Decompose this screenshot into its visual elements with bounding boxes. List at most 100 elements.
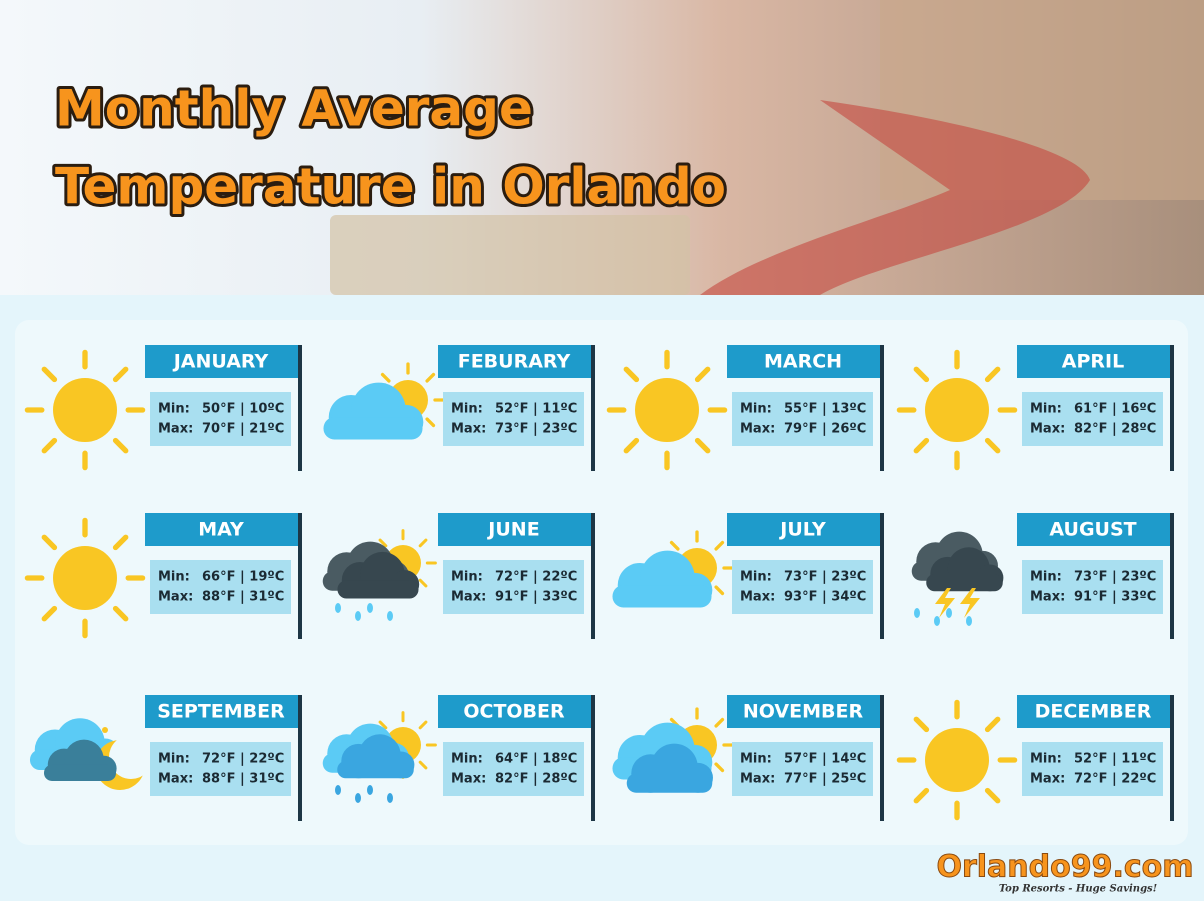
sun-ray	[984, 716, 1001, 733]
min-label: Min:	[1030, 402, 1062, 417]
min-label: Min:	[451, 402, 483, 417]
min-label: Min:	[1030, 752, 1062, 767]
max-value: 93°F | 34ºC	[784, 590, 866, 605]
info-box	[1022, 742, 1163, 796]
sun-ray	[418, 720, 428, 730]
sun-ray	[714, 540, 725, 551]
sun-ray	[41, 437, 58, 454]
month-header	[145, 695, 298, 728]
sun-ray	[41, 605, 58, 622]
sun-ray	[380, 372, 391, 383]
max-label: Max:	[740, 422, 775, 437]
info-box	[443, 392, 584, 446]
month-card: DECEMBER Min: 52°F | 11ºC Max: 72°F | 22ºC	[896, 695, 1174, 821]
month-card: JUNE Min: 72°F | 22ºC Max: 91°F | 33ºC	[322, 513, 595, 639]
rain-drop	[914, 608, 920, 618]
min-label: Min:	[740, 402, 772, 417]
title-line: Monthly Average	[55, 80, 533, 138]
sun-ray	[984, 437, 1001, 454]
min-value: 73°F | 23ºC	[784, 570, 866, 585]
panel	[15, 320, 1188, 845]
month-name: APRIL	[1062, 351, 1124, 373]
card-pole	[591, 345, 595, 471]
min-label: Min:	[740, 570, 772, 585]
sun-ray	[623, 437, 640, 454]
max-value: 88°F | 31ºC	[202, 772, 284, 787]
cloud	[337, 761, 414, 779]
cloud	[612, 585, 712, 608]
max-label: Max:	[451, 590, 486, 605]
month-card: NOVEMBER Min: 57°F | 14ºC Max: 77°F | 25ºC	[612, 695, 884, 821]
max-value: 79°F | 26ºC	[784, 422, 866, 437]
sun-ray	[913, 437, 930, 454]
cloud	[44, 764, 116, 781]
rain-drop	[387, 793, 393, 803]
rain-drop	[387, 611, 393, 621]
info-box	[732, 742, 873, 796]
max-value: 73°F | 23ºC	[495, 422, 577, 437]
month-card: MAY Min: 66°F | 19ºC Max: 88°F | 31ºC	[24, 513, 302, 639]
min-value: 64°F | 18ºC	[495, 752, 577, 767]
card-pole	[880, 345, 884, 471]
info-box	[1022, 560, 1163, 614]
star	[102, 727, 108, 733]
card-pole	[298, 695, 302, 821]
min-value: 73°F | 23ºC	[1074, 570, 1156, 585]
sun-ray	[378, 720, 388, 730]
month-name: NOVEMBER	[743, 701, 864, 723]
month-card: MARCH Min: 55°F | 13ºC Max: 79°F | 26ºC	[606, 345, 884, 471]
month-card: JANUARY Min: 50°F | 10ºC Max: 70°F | 21ºC	[24, 345, 302, 471]
month-card: OCTOBER Min: 64°F | 18ºC Max: 82°F | 28ºC	[322, 695, 595, 821]
card-pole	[1170, 345, 1174, 471]
rain-drop	[934, 616, 940, 626]
rain-drop	[335, 785, 341, 795]
sun-ray	[425, 372, 436, 383]
max-value: 88°F | 31ºC	[202, 590, 284, 605]
card-pole	[298, 513, 302, 639]
info-box	[732, 560, 873, 614]
month-header	[145, 345, 298, 378]
month-header	[438, 513, 591, 546]
cloud	[337, 580, 419, 599]
logo-tagline: Top Resorts - Huge Savings!	[999, 884, 1157, 895]
month-name: JULY	[778, 519, 826, 541]
min-value: 72°F | 22ºC	[202, 752, 284, 767]
sun	[53, 546, 117, 610]
info-box	[732, 392, 873, 446]
min-label: Min:	[1030, 570, 1062, 585]
month-card: JULY Min: 73°F | 23ºC Max: 93°F | 34ºC	[612, 513, 884, 639]
info-box	[443, 742, 584, 796]
rain-drop	[966, 616, 972, 626]
month-header	[438, 345, 591, 378]
sun-ray	[913, 366, 930, 383]
sun-ray	[694, 437, 711, 454]
info-box	[150, 742, 291, 796]
sun	[925, 378, 989, 442]
cloud	[323, 417, 423, 440]
month-header	[1017, 513, 1170, 546]
sun-ray	[112, 534, 129, 551]
logo: Orlando99.com	[936, 850, 1193, 885]
sun-ray	[714, 585, 725, 596]
max-value: 82°F | 28ºC	[495, 772, 577, 787]
month-card: FEBURARY Min: 52°F | 11ºC Max: 73°F | 23ºC	[323, 345, 595, 471]
min-value: 57°F | 14ºC	[784, 752, 866, 767]
moon-shade	[109, 735, 153, 779]
sun-ray	[913, 716, 930, 733]
sun	[53, 378, 117, 442]
sun-ray	[913, 787, 930, 804]
min-label: Min:	[158, 752, 190, 767]
max-label: Max:	[158, 422, 193, 437]
lightning	[960, 588, 980, 618]
info-box	[150, 392, 291, 446]
min-value: 55°F | 13ºC	[784, 402, 866, 417]
rain-drop	[335, 603, 341, 613]
rain-drop	[355, 611, 361, 621]
max-label: Max:	[740, 772, 775, 787]
card-pole	[1170, 513, 1174, 639]
max-value: 72°F | 22ºC	[1074, 772, 1156, 787]
month-card: APRIL Min: 61°F | 16ºC Max: 82°F | 28ºC	[896, 345, 1174, 471]
card-pole	[880, 513, 884, 639]
month-header	[438, 695, 591, 728]
